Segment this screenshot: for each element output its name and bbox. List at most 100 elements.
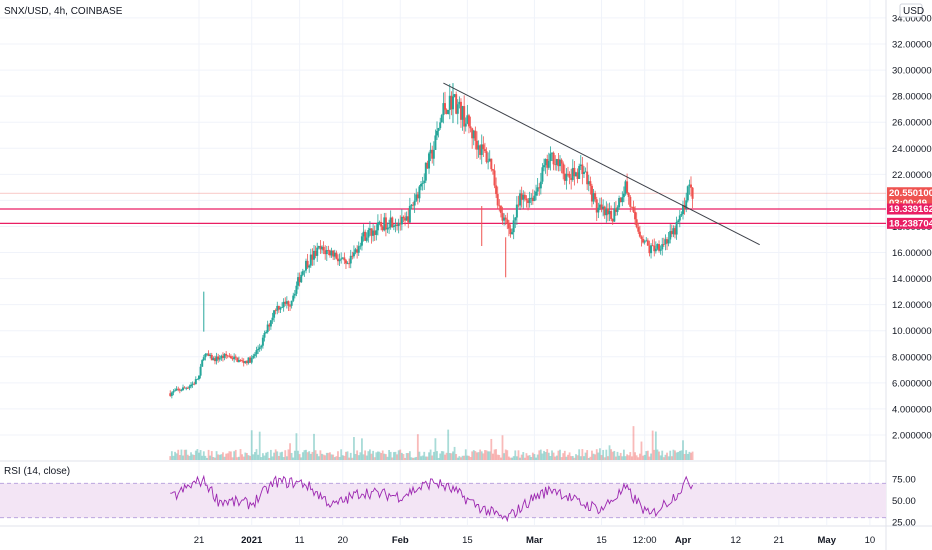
volume-bar (463, 455, 466, 460)
candle-body (336, 258, 339, 262)
candle-body (178, 389, 181, 391)
candle-body (252, 355, 255, 358)
candle-body (268, 324, 271, 327)
candle-body (650, 245, 653, 254)
volume-bar (183, 449, 186, 460)
candle-body (674, 228, 677, 235)
volume-bar (640, 441, 643, 460)
candle-body (525, 198, 528, 201)
candle-body (551, 152, 554, 154)
volume-bar (543, 450, 545, 460)
candle-body (182, 387, 185, 391)
volume-bar (191, 454, 194, 460)
volume-bar (632, 426, 635, 460)
currency-badge-box[interactable] (899, 3, 923, 18)
volume-bar (381, 450, 384, 460)
candle-body (499, 205, 502, 213)
candle-body (191, 383, 194, 385)
volume-bar (402, 454, 405, 460)
candle-body (198, 375, 200, 380)
volume-bar (206, 457, 208, 460)
price-axis[interactable]: 2.00000000 4.00000000 6.00000000 8.00000000… (892, 13, 932, 441)
candle-body (263, 333, 266, 338)
volume-bar (407, 453, 410, 460)
volume-bar (353, 437, 355, 460)
volume-bar (610, 449, 613, 460)
volume-bar (685, 450, 688, 460)
time-tick-label: 12 (730, 535, 741, 546)
candle-body (642, 239, 645, 243)
volume-bar (653, 449, 656, 460)
time-tick-label: 21 (774, 535, 785, 546)
candle-body (643, 241, 646, 243)
volume-bar (629, 452, 632, 460)
candle-body (574, 172, 577, 177)
candle-body (661, 244, 664, 250)
candle-body (217, 356, 220, 360)
candle-body (450, 95, 453, 110)
candle-body (579, 164, 582, 167)
candle-body (635, 219, 638, 228)
volume-bar (675, 452, 678, 460)
trendline[interactable] (443, 82, 760, 246)
rsi-line (170, 474, 694, 523)
volume-bar (305, 449, 307, 460)
candle-body (491, 169, 494, 171)
candle-body (368, 228, 371, 231)
volume-bar (605, 449, 608, 460)
candle-body (477, 145, 480, 150)
volume-bar (372, 450, 375, 460)
volume-bar (285, 456, 288, 460)
candle-body (535, 191, 538, 196)
candle-body (621, 197, 624, 203)
volume-bar (654, 431, 657, 460)
volume-bar (522, 452, 525, 460)
volume-bar (460, 457, 462, 460)
volume-bar (364, 450, 367, 460)
candle-body (496, 194, 499, 206)
volume-bar (329, 452, 331, 460)
candle-body (503, 217, 506, 221)
candle-body (429, 149, 432, 154)
candle-body (220, 355, 223, 359)
candle-body (289, 305, 292, 307)
volume-bar (175, 453, 178, 460)
candle-body (670, 231, 673, 235)
volume-bar (429, 449, 432, 460)
candle-body (324, 250, 327, 255)
volume-bar (570, 456, 573, 460)
candle-body (245, 361, 248, 364)
candle-body (306, 260, 309, 268)
volume-bar (322, 454, 325, 460)
volume-bar (174, 451, 176, 460)
candle-body (467, 115, 470, 127)
volume-bar (284, 450, 287, 460)
volume-bar (337, 451, 339, 460)
candle-body (193, 383, 196, 385)
candle-body (399, 223, 402, 225)
volume-bar (515, 456, 518, 460)
volume-bar (488, 451, 491, 460)
volume-bar (325, 452, 328, 460)
volume-bar (637, 457, 640, 460)
volume-bar (404, 457, 406, 460)
volume-bar (560, 457, 563, 460)
candle-body (608, 211, 611, 215)
volume-bar (496, 454, 499, 460)
candle-body (400, 216, 403, 225)
time-axis[interactable]: 21 2021 11 20 Feb 15 Mar 15 12:00 Apr 12 21 May 10 (194, 535, 875, 546)
volume-bar (445, 452, 448, 460)
volume-bar (394, 451, 397, 460)
candle-body (464, 123, 467, 127)
volume-bar (567, 454, 569, 460)
volume-bar (416, 434, 419, 460)
candle-body (600, 204, 603, 209)
volume-bar (369, 449, 371, 460)
volume-bar (180, 449, 183, 460)
volume-bar (456, 457, 459, 460)
candle-body (340, 258, 343, 260)
candle-body (678, 215, 681, 221)
candle-body (380, 221, 383, 227)
